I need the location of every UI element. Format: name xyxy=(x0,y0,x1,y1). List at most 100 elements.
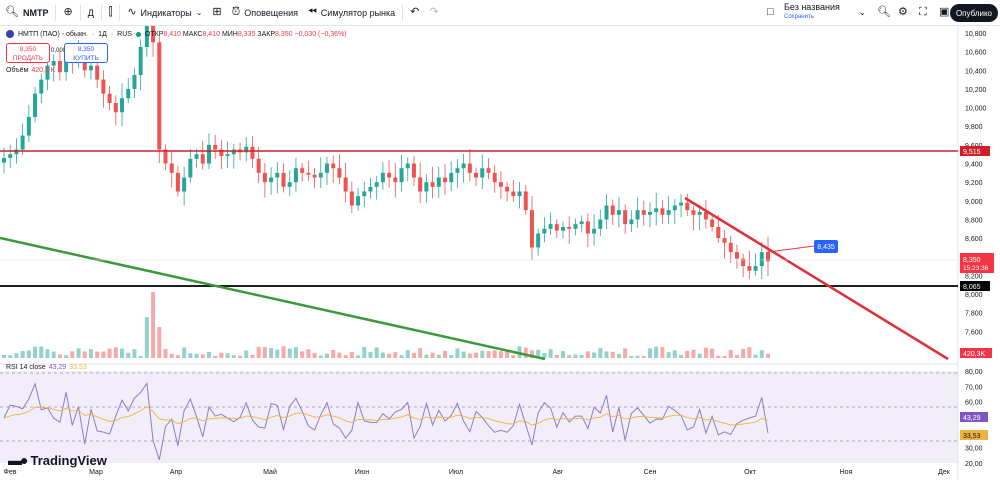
grid-icon: ⊞ xyxy=(212,6,222,18)
layout-status: Сохранить xyxy=(784,14,814,20)
candle-body xyxy=(88,65,93,71)
annotation-callout[interactable] xyxy=(814,240,838,253)
candle-body xyxy=(231,149,236,155)
indicators-button[interactable]: ∿ Индикаторы ⌄ xyxy=(122,0,207,26)
redo-button[interactable]: ↷ xyxy=(424,0,443,26)
rising-trend-line[interactable] xyxy=(0,236,546,361)
candle-body xyxy=(393,177,398,183)
legend-interval: 1Д xyxy=(98,30,107,38)
volume-bar xyxy=(275,349,280,358)
volume-bar xyxy=(486,351,491,358)
low-value: 8,335 xyxy=(237,30,256,38)
candle-body xyxy=(275,172,280,178)
replay-button[interactable]: ⏪︎ Симулятор рынка xyxy=(303,0,400,26)
volume-bar xyxy=(2,354,6,358)
candle-body xyxy=(14,149,19,155)
candle-body xyxy=(672,205,677,211)
candle-body xyxy=(120,98,125,113)
volume-bar xyxy=(766,353,770,358)
time-axis[interactable]: Фев Мар Апр Май Июн Июл Авг Сен Окт Ноя Дек xyxy=(4,468,951,476)
candle-body xyxy=(356,196,361,206)
volume-bar xyxy=(629,355,634,358)
volume-bar xyxy=(126,352,131,358)
volume-bar xyxy=(120,348,125,358)
volume-bar xyxy=(759,350,764,358)
candle-body xyxy=(269,177,274,183)
chart-type-button[interactable]: ⫿ xyxy=(104,0,118,26)
fullscreen-icon: ⛶ xyxy=(919,6,927,18)
publish-button[interactable]: Опублико xyxy=(949,4,998,22)
volume-legend[interactable]: Объём 420,3 K xyxy=(6,67,55,74)
candle-body xyxy=(647,212,652,215)
candle-body xyxy=(101,79,106,94)
candle-body xyxy=(753,266,758,271)
candle-body xyxy=(604,205,609,220)
tradingview-logo[interactable]: ▬● TradingView xyxy=(8,452,107,468)
price-tick: 7,600 xyxy=(965,329,983,336)
symbol-search[interactable]: 🔍︎ NMTP xyxy=(0,0,53,26)
sell-button[interactable]: 8,350 ПРОДАТЬ xyxy=(6,43,50,63)
candle-body xyxy=(629,219,634,225)
candle-body xyxy=(728,242,733,253)
layouts-button[interactable]: ⊞ xyxy=(207,0,226,26)
compare-button[interactable]: ⊕ xyxy=(58,0,77,26)
rsi-tick: 60,00 xyxy=(965,400,983,407)
candle-body xyxy=(2,157,6,163)
volume-bar xyxy=(679,355,684,358)
price-tick: 8,800 xyxy=(965,217,983,224)
candle-body xyxy=(113,102,118,113)
settings-button[interactable]: ⚙︎ xyxy=(893,0,913,26)
volume-bar xyxy=(281,346,286,358)
candle-body xyxy=(337,168,342,178)
candle-body xyxy=(536,233,541,248)
symbol-legend[interactable]: НМТП (ПАО) - обыкн. · 1Д · RUS ОТКР8,410… xyxy=(6,30,347,38)
alerts-button[interactable]: ⏰︎ Оповещения xyxy=(227,0,303,26)
candle-body xyxy=(523,191,528,211)
layout-name[interactable]: Без названия Сохранить xyxy=(784,2,840,21)
snapshot-button[interactable]: ▣ xyxy=(934,0,954,26)
rsi-label: RSI 14 close xyxy=(6,364,46,371)
volume-bars xyxy=(2,292,770,358)
countdown-text: 15:23:36 xyxy=(963,265,989,272)
candle-body xyxy=(138,46,143,75)
layout-menu[interactable]: ⌄ xyxy=(854,0,871,26)
volume-bar xyxy=(592,352,597,358)
candle-body xyxy=(306,172,311,175)
layout-toggle[interactable]: □ xyxy=(762,0,779,26)
layout-title: Без названия xyxy=(784,2,840,12)
price-tick: 9,000 xyxy=(965,199,983,206)
undo-button[interactable]: ↶ xyxy=(405,0,424,26)
price-tick: 8,200 xyxy=(965,273,983,280)
replay-label: Симулятор рынка xyxy=(320,7,396,18)
fullscreen-button[interactable]: ⛶ xyxy=(914,0,932,26)
search-icon: 🔍︎ xyxy=(5,6,19,18)
quick-search-button[interactable]: 🔍︎ xyxy=(872,0,896,26)
candle-body xyxy=(716,226,721,239)
search-icon: 🔍︎ xyxy=(877,6,891,18)
price-chart[interactable]: 10,80010,60010,40010,20010,0009,8009,600… xyxy=(0,26,1000,480)
candle-body xyxy=(623,210,628,225)
current-price-text: 8,350 xyxy=(963,257,981,264)
volume-bar xyxy=(88,349,93,358)
sell-price: 8,350 xyxy=(19,46,37,53)
candle-body xyxy=(244,146,249,153)
candle-body xyxy=(225,154,230,157)
buy-button[interactable]: 8,350 КУПИТЬ xyxy=(64,43,108,63)
candle-body xyxy=(542,228,547,234)
volume-bar xyxy=(157,327,162,358)
candle-body xyxy=(579,221,584,225)
falling-trend-line[interactable] xyxy=(684,196,949,361)
volume-bar xyxy=(498,351,503,358)
legend-exchange: RUS xyxy=(117,30,132,38)
interval-button[interactable]: Д xyxy=(83,0,99,26)
time-tick: Ноя xyxy=(840,469,853,476)
volume-tag-text: 420,3K xyxy=(963,351,986,358)
camera-icon: ▣ xyxy=(939,6,950,18)
volume-bar xyxy=(523,347,528,358)
volume-bar xyxy=(39,346,44,358)
candle-body xyxy=(585,221,590,234)
volume-bar xyxy=(474,352,479,358)
rsi-legend[interactable]: RSI 14 close 43,29 33,53 xyxy=(6,364,87,371)
close-label: ЗАКР xyxy=(257,30,275,38)
candle-body xyxy=(144,26,149,47)
